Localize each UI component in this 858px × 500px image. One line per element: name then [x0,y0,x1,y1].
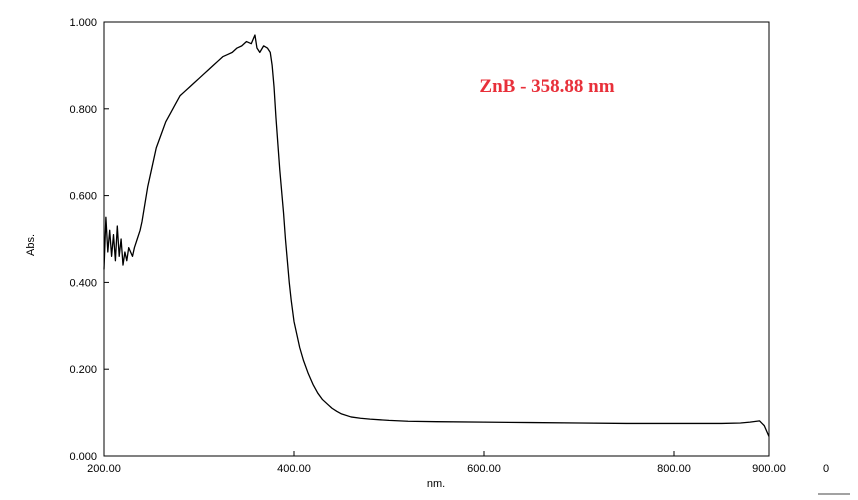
axis-ticks [103,21,770,457]
x-axis-label: nm. [427,478,445,490]
y-axis-label: Abs. [25,234,37,256]
y-tick-label: 0.400 [69,277,97,289]
y-tick-label: 0.800 [69,104,97,116]
axis-tick-labels: 200.00 400.00 600.00 800.00 900.00 0.000 0.200… [69,17,785,475]
extra-zero-label: 0 [823,463,829,475]
y-tick-label: 1.000 [69,17,97,29]
series-line [103,34,770,437]
x-tick-label: 800.00 [657,463,691,475]
y-tick-label: 0.600 [69,191,97,203]
plot-frame [103,21,770,457]
y-tick-label: 0.200 [69,364,97,376]
peak-annotation: ZnB - 358.88 nm [479,76,614,97]
x-tick-label: 200.00 [87,463,121,475]
y-tick-label: 0.000 [69,451,97,463]
x-tick-label: 600.00 [467,463,501,475]
x-tick-label: 400.00 [277,463,311,475]
x-tick-label: 900.00 [752,463,786,475]
